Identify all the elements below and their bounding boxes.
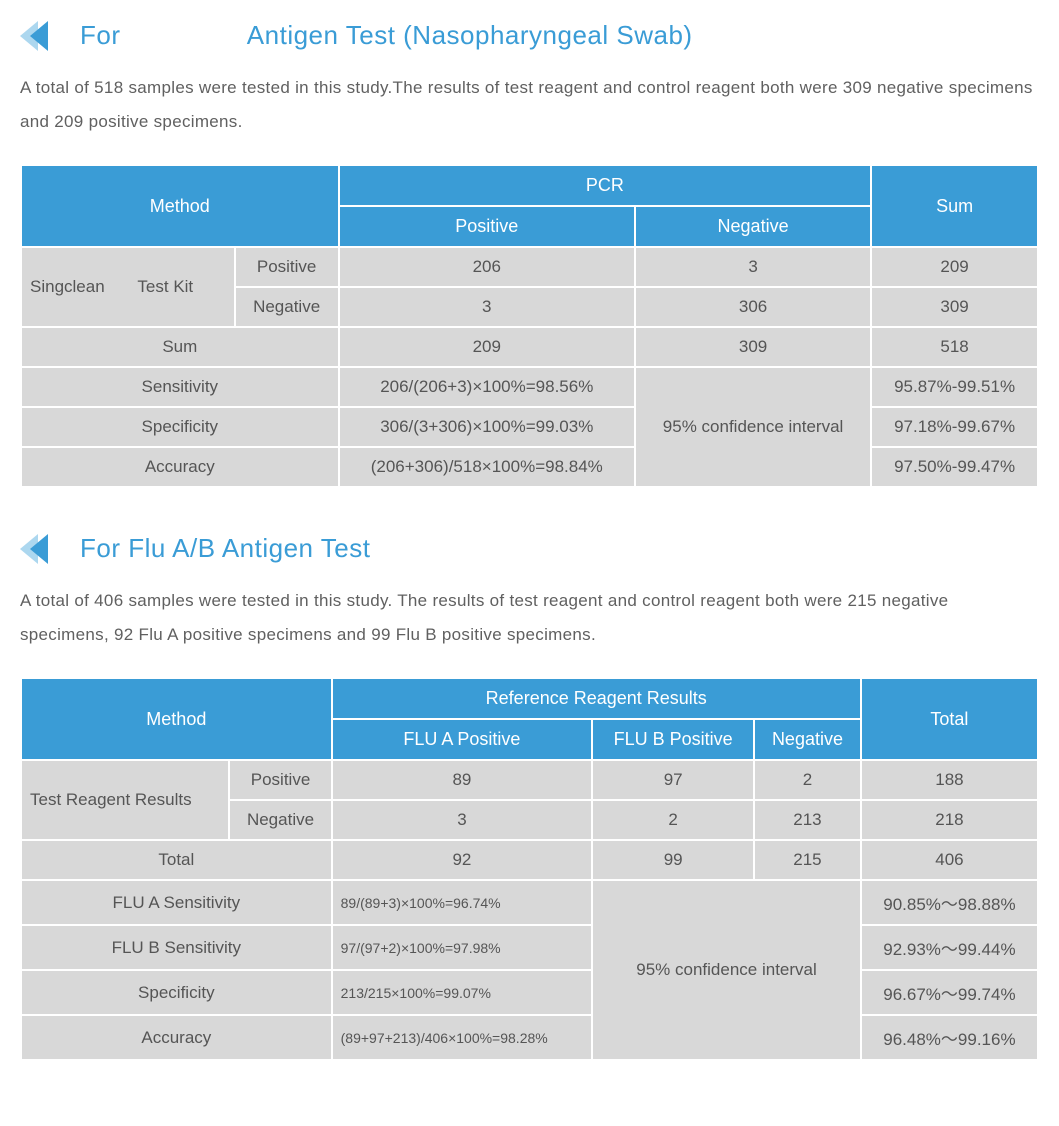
heading-row: For Antigen Test (Nasopharyngeal Swab) (20, 20, 1039, 51)
th-method: Method (21, 678, 332, 760)
section-heading: For Flu A/B Antigen Test (80, 533, 370, 564)
kit-label: Test Reagent Results (21, 760, 229, 840)
cell: 97 (592, 760, 754, 800)
table-row: Specificity 306/(3+306)×100%=99.03% 97.1… (21, 407, 1038, 447)
table-row: Sum 209 309 518 (21, 327, 1038, 367)
cell: 3 (635, 247, 871, 287)
ci-label: 95% confidence interval (592, 880, 861, 1060)
row-label: Specificity (21, 970, 332, 1015)
chevron-left-icon (20, 21, 60, 51)
th-neg: Negative (754, 719, 861, 760)
cell: 306 (635, 287, 871, 327)
cell: 2 (754, 760, 861, 800)
section-flu-test: For Flu A/B Antigen Test A total of 406 … (20, 533, 1039, 1061)
kit-label: Singclean Test Kit (21, 247, 235, 327)
cell: 89/(89+3)×100%=96.74% (332, 880, 593, 925)
table-row: Sensitivity 206/(206+3)×100%=98.56% 95% … (21, 367, 1038, 407)
cell: 215 (754, 840, 861, 880)
th-sum: Sum (871, 165, 1038, 247)
th-negative: Negative (635, 206, 871, 247)
table-row: Test Reagent Results Positive 89 97 2 18… (21, 760, 1038, 800)
th-pcr: PCR (339, 165, 872, 206)
heading-row: For Flu A/B Antigen Test (20, 533, 1039, 564)
cell: 92.93%～99.44% (861, 925, 1038, 970)
cell: 188 (861, 760, 1038, 800)
row-label: Positive (229, 760, 331, 800)
table-row: Accuracy (206+306)/518×100%=98.84% 97.50… (21, 447, 1038, 487)
cell: 95.87%-99.51% (871, 367, 1038, 407)
th-total: Total (861, 678, 1038, 760)
table-row: Accuracy (89+97+213)/406×100%=98.28% 96.… (21, 1015, 1038, 1060)
cell: (89+97+213)/406×100%=98.28% (332, 1015, 593, 1060)
cell: 2 (592, 800, 754, 840)
th-ref: Reference Reagent Results (332, 678, 861, 719)
row-label: Positive (235, 247, 339, 287)
cell: 309 (635, 327, 871, 367)
cell: 99 (592, 840, 754, 880)
row-label: Specificity (21, 407, 339, 447)
heading-main: Antigen Test (Nasopharyngeal Swab) (247, 20, 693, 50)
row-label: Negative (229, 800, 331, 840)
cell: 309 (871, 287, 1038, 327)
cell: 406 (861, 840, 1038, 880)
row-label: Total (21, 840, 332, 880)
cell: 218 (861, 800, 1038, 840)
row-label: Sum (21, 327, 339, 367)
row-label: FLU A Sensitivity (21, 880, 332, 925)
section-heading: For Antigen Test (Nasopharyngeal Swab) (80, 20, 693, 51)
cell: 209 (871, 247, 1038, 287)
table-row: Specificity 213/215×100%=99.07% 96.67%～9… (21, 970, 1038, 1015)
cell: 96.67%～99.74% (861, 970, 1038, 1015)
cell: 92 (332, 840, 593, 880)
ci-label: 95% confidence interval (635, 367, 871, 487)
table-header-row: Method Reference Reagent Results Total (21, 678, 1038, 719)
th-method: Method (21, 165, 339, 247)
cell: (206+306)/518×100%=98.84% (339, 447, 635, 487)
table-row: Total 92 99 215 406 (21, 840, 1038, 880)
cell: 90.85%～98.88% (861, 880, 1038, 925)
cell: 213 (754, 800, 861, 840)
cell: 206 (339, 247, 635, 287)
table-header-row: Method PCR Sum (21, 165, 1038, 206)
cell: 213/215×100%=99.07% (332, 970, 593, 1015)
cell: 206/(206+3)×100%=98.56% (339, 367, 635, 407)
table-row: FLU A Sensitivity 89/(89+3)×100%=96.74% … (21, 880, 1038, 925)
cell: 89 (332, 760, 593, 800)
cell: 97.50%-99.47% (871, 447, 1038, 487)
cell: 209 (339, 327, 635, 367)
antigen-table: Method PCR Sum Positive Negative Singcle… (20, 164, 1039, 488)
cell: 306/(3+306)×100%=99.03% (339, 407, 635, 447)
chevron-left-icon (20, 534, 60, 564)
flu-table: Method Reference Reagent Results Total F… (20, 677, 1039, 1061)
cell: 97/(97+2)×100%=97.98% (332, 925, 593, 970)
row-label: Accuracy (21, 447, 339, 487)
cell: 3 (332, 800, 593, 840)
th-positive: Positive (339, 206, 635, 247)
heading-prefix: For (80, 20, 121, 50)
row-label: Sensitivity (21, 367, 339, 407)
row-label: Negative (235, 287, 339, 327)
cell: 96.48%～99.16% (861, 1015, 1038, 1060)
th-flub: FLU B Positive (592, 719, 754, 760)
table-row: FLU B Sensitivity 97/(97+2)×100%=97.98% … (21, 925, 1038, 970)
section-description: A total of 406 samples were tested in th… (20, 584, 1039, 652)
section-antigen-test: For Antigen Test (Nasopharyngeal Swab) A… (20, 20, 1039, 488)
cell: 3 (339, 287, 635, 327)
cell: 97.18%-99.67% (871, 407, 1038, 447)
th-flua: FLU A Positive (332, 719, 593, 760)
section-description: A total of 518 samples were tested in th… (20, 71, 1039, 139)
cell: 518 (871, 327, 1038, 367)
table-row: Singclean Test Kit Positive 206 3 209 (21, 247, 1038, 287)
row-label: Accuracy (21, 1015, 332, 1060)
row-label: FLU B Sensitivity (21, 925, 332, 970)
